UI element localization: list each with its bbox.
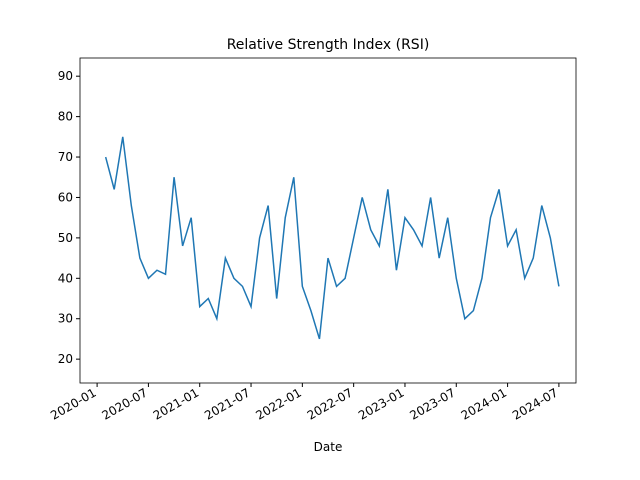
y-tick-label: 70	[58, 150, 73, 164]
y-tick-label: 60	[58, 190, 73, 204]
y-tick-label: 30	[58, 312, 73, 326]
y-tick-label: 90	[58, 69, 73, 83]
y-tick-label: 40	[58, 271, 73, 285]
chart-title: Relative Strength Index (RSI)	[227, 37, 430, 53]
y-tick-label: 50	[58, 231, 73, 245]
y-tick-label: 80	[58, 110, 73, 124]
plot-frame	[79, 57, 577, 384]
data-line	[104, 136, 560, 340]
x-axis-label: Date	[314, 440, 343, 454]
y-tick-label: 20	[58, 352, 73, 366]
